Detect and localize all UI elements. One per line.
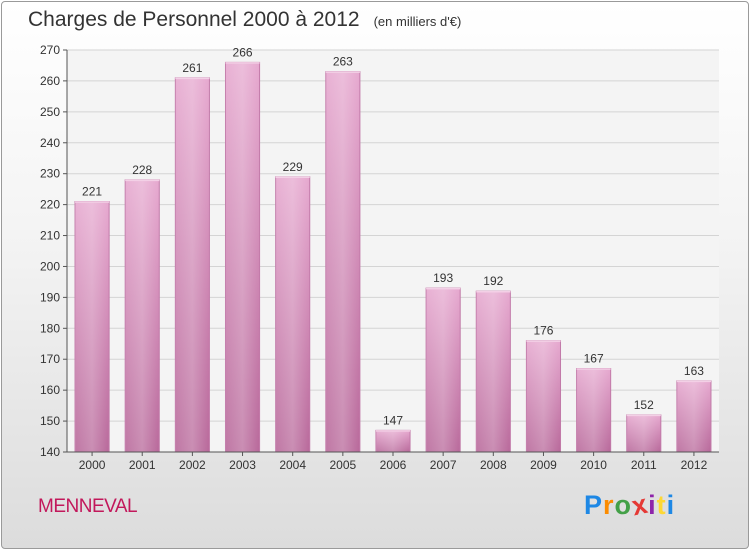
x-tick-label: 2003 [229,458,256,472]
bar-shine [75,201,110,452]
y-tick-label: 180 [40,321,60,335]
x-tick-label: 2011 [631,458,657,472]
y-tick-label: 200 [40,259,60,273]
y-tick-label: 270 [40,43,60,57]
x-tick-label: 2004 [279,458,306,472]
proxiti-logo: Proxiti [584,489,676,522]
title-text: Charges de Personnel 2000 à 2012 [28,8,360,31]
y-tick-label: 230 [40,167,60,181]
data-label: 221 [82,185,102,199]
logo-letter: i [648,490,657,520]
bar-shine [275,176,310,453]
bar-shine [225,62,260,452]
logo-letter: o [614,490,633,520]
chart-subtitle: (en milliers d'€) [373,14,462,29]
x-tick-label: 2008 [480,458,507,472]
x-tick-label: 2001 [129,458,156,472]
logo-letter: r [603,490,615,520]
logo-letter: i [666,490,676,520]
y-tick-label: 260 [40,74,60,88]
bars: 221 228 261 266 229 263 147 193 192 176 167 152 163 [74,45,712,453]
bar-shine [426,288,461,452]
bar-shine [576,368,611,452]
x-tick-label: 2010 [580,458,607,472]
y-tick-label: 170 [40,352,60,366]
x-tick-label: 2000 [79,458,106,472]
x-tick-label: 2002 [179,458,206,472]
y-tick-label: 160 [40,383,60,397]
data-label: 228 [132,163,152,177]
y-tick-label: 210 [40,229,60,243]
bar-shine [676,380,711,452]
bar-shine [526,340,561,452]
y-tick-label: 220 [40,198,60,212]
data-label: 263 [333,55,353,69]
y-tick-label: 240 [40,136,60,150]
data-label: 266 [233,45,253,59]
data-label: 229 [283,160,303,174]
data-label: 193 [433,271,453,285]
y-tick-label: 250 [40,105,60,119]
bar-shine [375,430,411,452]
plot-area [67,50,719,452]
x-tick-label: 2009 [530,458,557,472]
x-tick-label: 2007 [430,458,457,472]
x-tick-label: 2012 [681,458,708,472]
data-label: 152 [634,398,654,412]
x-tick-label: 2005 [329,458,356,472]
bar-shine [175,77,210,452]
y-tick-label: 190 [40,290,60,304]
data-label: 167 [584,352,604,366]
x-tick-label: 2006 [380,458,407,472]
logo-letter: t [656,490,667,520]
town-name: MENNEVAL [38,496,138,517]
axes: 140 150 160 170 180 190 200 210 220 230 240 250 260 2… [40,43,719,472]
bar-shine [476,291,511,452]
data-label: 192 [483,274,503,288]
y-tick-label: 140 [40,445,60,459]
data-label: 176 [533,324,553,338]
chart-title: Charges de Personnel 2000 à 2012 (en mill… [28,8,461,32]
y-tick-label: 150 [40,414,60,428]
logo-letter: P [584,490,604,520]
grid-lines [67,49,719,453]
bar-shine [626,414,661,452]
data-label: 163 [684,364,704,378]
bar-shine [125,179,160,452]
data-label: 261 [182,61,202,75]
bar-shine [325,71,360,453]
data-label: 147 [383,413,403,427]
